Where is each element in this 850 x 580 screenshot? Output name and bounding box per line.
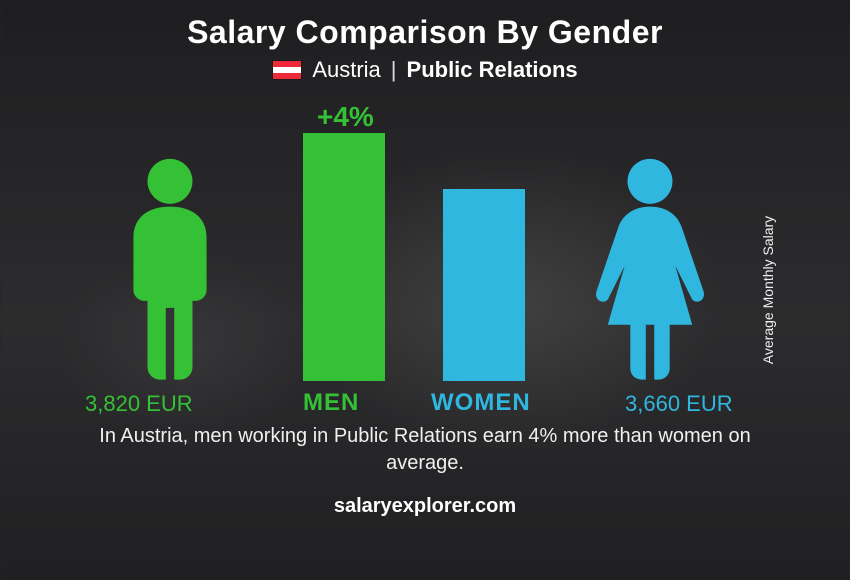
difference-label: +4% — [317, 101, 374, 133]
content-wrapper: Salary Comparison By Gender Austria | Pu… — [0, 0, 850, 580]
page-title: Salary Comparison By Gender — [187, 14, 663, 51]
women-bar-label: WOMEN — [431, 389, 531, 417]
subtitle-country: Austria — [312, 57, 380, 83]
subtitle-row: Austria | Public Relations — [272, 57, 577, 83]
female-person-icon — [575, 156, 725, 381]
side-axis-label: Average Monthly Salary — [760, 216, 776, 364]
female-icon-svg — [575, 156, 725, 381]
footer-site: salaryexplorer.com — [334, 495, 516, 518]
infographic-root: Salary Comparison By Gender Austria | Pu… — [0, 0, 850, 580]
men-bar — [303, 133, 385, 381]
male-person-icon — [95, 156, 245, 381]
women-bar — [443, 189, 525, 381]
men-bar-label: MEN — [303, 389, 359, 417]
chart-area: +4% — [45, 93, 805, 423]
austria-flag-icon — [272, 60, 302, 80]
caption-text: In Austria, men working in Public Relati… — [75, 423, 775, 477]
women-salary: 3,660 EUR — [625, 391, 733, 417]
subtitle-category: Public Relations — [407, 57, 578, 83]
male-icon-svg — [95, 156, 245, 381]
men-salary: 3,820 EUR — [85, 391, 193, 417]
flag-stripe-bot — [273, 73, 301, 79]
subtitle-separator: | — [391, 57, 397, 83]
